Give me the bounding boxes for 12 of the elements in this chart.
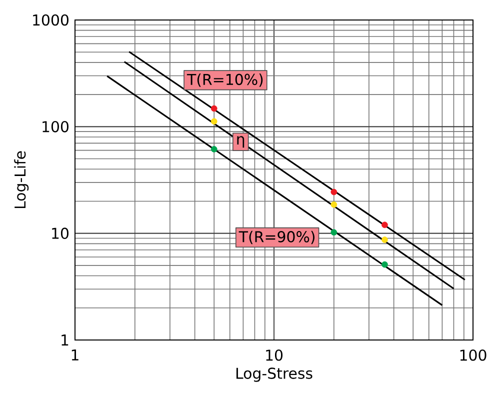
x-tick-label: 1: [72, 350, 78, 360]
y-tick-label: 1: [62, 334, 68, 346]
x-tick-label: 100: [460, 349, 486, 361]
annotation: T(R=90%): [238, 230, 314, 244]
y-tick-label: 10: [52, 228, 68, 239]
y-tick-label: 1000: [33, 14, 68, 26]
annotation: T(R=10%): [186, 74, 263, 87]
x-axis-title: Log-Stress: [236, 368, 312, 382]
y-tick-label: 100: [42, 121, 68, 132]
annotation: η: [237, 136, 244, 148]
y-axis-title: Log-Life: [14, 151, 29, 208]
x-tick-label: 10: [266, 349, 283, 361]
